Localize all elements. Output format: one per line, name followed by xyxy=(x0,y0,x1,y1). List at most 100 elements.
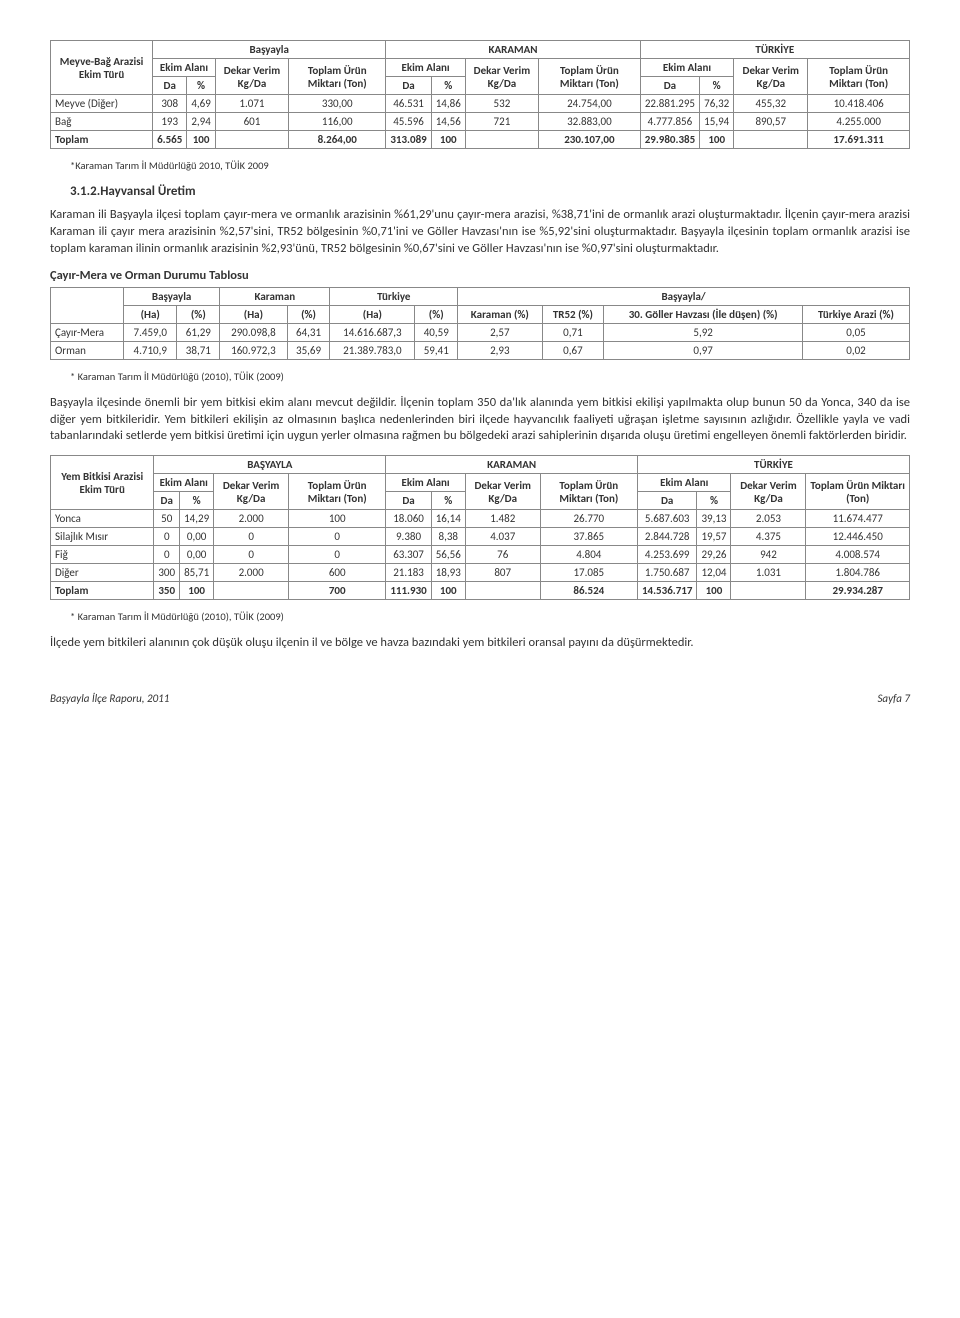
data-cell: 21.183 xyxy=(386,564,431,582)
table-row: Fiğ00,000063.30756,56764.8044.253.69929,… xyxy=(51,546,910,564)
data-cell: 700 xyxy=(289,582,386,600)
data-cell: 100 xyxy=(180,582,214,600)
data-cell: 0,02 xyxy=(802,341,909,359)
t1-footnote: *Karaman Tarım İl Müdürlüğü 2010, TÜİK 2… xyxy=(70,159,910,172)
row-label: Toplam xyxy=(51,131,153,149)
fruit-vineyard-table: Meyve-Bağ Arazisi Ekim Türü Başyayla KAR… xyxy=(50,40,910,149)
t1-g2: KARAMAN xyxy=(386,41,640,59)
data-cell: 4.804 xyxy=(540,546,637,564)
table-row: Silajlık Mısır00,00009.3808,384.03737.86… xyxy=(51,528,910,546)
data-cell: 350 xyxy=(154,582,180,600)
t2-title: Çayır-Mera ve Orman Durumu Tablosu xyxy=(50,268,910,283)
row-label: Yonca xyxy=(51,510,154,528)
data-cell: 29.980.385 xyxy=(640,131,699,149)
data-cell: 19,57 xyxy=(697,528,731,546)
data-cell: 86.524 xyxy=(540,582,637,600)
data-cell: 14,86 xyxy=(431,95,465,113)
para-2: Başyayla ilçesinde önemli bir yem bitkis… xyxy=(50,395,910,446)
data-cell: 14.616.687,3 xyxy=(330,323,415,341)
data-cell: 1.804.786 xyxy=(806,564,910,582)
table-row: Yonca5014,292.00010018.06016,141.48226.7… xyxy=(51,510,910,528)
data-cell: 0,00 xyxy=(180,528,214,546)
data-cell: 0 xyxy=(289,546,386,564)
data-cell: 17.085 xyxy=(540,564,637,582)
forage-crop-table: Yem Bitkisi Arazisi Ekim Türü BAŞYAYLA K… xyxy=(50,455,910,600)
data-cell: 1.482 xyxy=(465,510,540,528)
data-cell: 721 xyxy=(465,113,538,131)
data-cell: 4.710,9 xyxy=(124,341,177,359)
data-cell: 100 xyxy=(187,131,215,149)
meadow-forest-table: Başyayla Karaman Türkiye Başyayla/ (Ha)(… xyxy=(50,287,910,360)
data-cell: 45.596 xyxy=(386,113,431,131)
table-row: Toplam6.5651008.264,00313.089100230.107,… xyxy=(51,131,910,149)
data-cell: 64,31 xyxy=(287,323,330,341)
data-cell: 601 xyxy=(215,113,288,131)
table-row: Çayır-Mera7.459,061,29290.098,864,3114.6… xyxy=(51,323,910,341)
data-cell: 37.865 xyxy=(540,528,637,546)
data-cell: 100 xyxy=(431,582,465,600)
data-cell xyxy=(215,131,288,149)
data-cell: 6.565 xyxy=(153,131,187,149)
t1-g3: TÜRKİYE xyxy=(640,41,909,59)
data-cell: 807 xyxy=(465,564,540,582)
data-cell: 0,97 xyxy=(604,341,803,359)
t1-rowlabel: Meyve-Bağ Arazisi Ekim Türü xyxy=(51,41,153,95)
data-cell: 29.934.287 xyxy=(806,582,910,600)
para-1: Karaman ili Başyayla ilçesi toplam çayır… xyxy=(50,207,910,258)
data-cell: 193 xyxy=(153,113,187,131)
row-label: Çayır-Mera xyxy=(51,323,124,341)
data-cell xyxy=(734,131,808,149)
table-row: Bağ1932,94601116,0045.59614,5672132.883,… xyxy=(51,113,910,131)
data-cell: 4.008.574 xyxy=(806,546,910,564)
data-cell: 313.089 xyxy=(386,131,431,149)
t2-footnote: * Karaman Tarım İl Müdürlüğü (2010), TÜİ… xyxy=(70,370,910,383)
data-cell: 160.972,3 xyxy=(220,341,287,359)
data-cell: 63.307 xyxy=(386,546,431,564)
data-cell: 4.375 xyxy=(731,528,806,546)
data-cell: 76,32 xyxy=(700,95,734,113)
data-cell: 4,69 xyxy=(187,95,215,113)
data-cell: 2,94 xyxy=(187,113,215,131)
data-cell: 0 xyxy=(154,546,180,564)
section-heading: 3.1.2.Hayvansal Üretim xyxy=(70,184,910,199)
data-cell: 50 xyxy=(154,510,180,528)
table-row: Diğer30085,712.00060021.18318,9380717.08… xyxy=(51,564,910,582)
data-cell: 532 xyxy=(465,95,538,113)
row-label: Orman xyxy=(51,341,124,359)
data-cell: 26.770 xyxy=(540,510,637,528)
t1-g1: Başyayla xyxy=(153,41,386,59)
data-cell: 4.777.856 xyxy=(640,113,699,131)
data-cell: 7.459,0 xyxy=(124,323,177,341)
data-cell: 100 xyxy=(289,510,386,528)
data-cell: 40,59 xyxy=(415,323,458,341)
data-cell: 61,29 xyxy=(177,323,220,341)
data-cell: 1.750.687 xyxy=(637,564,696,582)
data-cell: 5.687.603 xyxy=(637,510,696,528)
data-cell xyxy=(465,131,538,149)
data-cell: 0,71 xyxy=(542,323,604,341)
data-cell: 942 xyxy=(731,546,806,564)
footer-right: Sayfa 7 xyxy=(877,692,910,705)
data-cell: 2.000 xyxy=(214,564,289,582)
data-cell: 0 xyxy=(214,528,289,546)
t3-footnote: * Karaman Tarım İl Müdürlüğü (2010), TÜİ… xyxy=(70,610,910,623)
data-cell: 2,57 xyxy=(458,323,542,341)
data-cell: 100 xyxy=(697,582,731,600)
row-label: Meyve (Diğer) xyxy=(51,95,153,113)
data-cell: 9.380 xyxy=(386,528,431,546)
data-cell xyxy=(214,582,289,600)
data-cell: 455,32 xyxy=(734,95,808,113)
data-cell: 600 xyxy=(289,564,386,582)
data-cell: 0 xyxy=(214,546,289,564)
data-cell: 4.037 xyxy=(465,528,540,546)
row-label: Diğer xyxy=(51,564,154,582)
data-cell: 116,00 xyxy=(289,113,386,131)
data-cell: 15,94 xyxy=(700,113,734,131)
data-cell: 10.418.406 xyxy=(808,95,910,113)
data-cell: 29,26 xyxy=(697,546,731,564)
footer-left: Başyayla İlçe Raporu, 2011 xyxy=(50,692,169,705)
data-cell xyxy=(465,582,540,600)
data-cell: 18,93 xyxy=(431,564,465,582)
data-cell: 111.930 xyxy=(386,582,431,600)
data-cell: 21.389.783,0 xyxy=(330,341,415,359)
